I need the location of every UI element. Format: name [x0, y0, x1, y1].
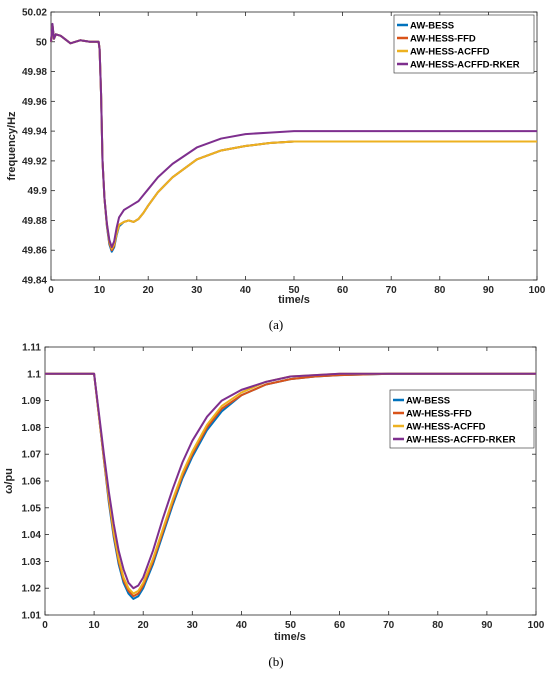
y-tick-label: 50 [36, 37, 48, 48]
y-tick-label: 49.86 [22, 246, 47, 257]
y-tick-label: 1.03 [22, 557, 42, 568]
x-tick-label: 30 [191, 285, 203, 296]
legend-box [389, 389, 535, 449]
x-tick-label: 60 [334, 620, 346, 631]
legend-label: AW-HESS-FFD [406, 409, 472, 420]
legend-label: AW-HESS-FFD [410, 34, 476, 45]
legend-box [393, 14, 535, 74]
x-tick-label: 50 [285, 620, 297, 631]
chart-b: 0 10 20 30 40 50 60 70 80 90 100 1.01 1.02 1.03 1.04 1.… [3, 343, 545, 670]
y-tick-label: 49.98 [22, 67, 47, 78]
chart-b-legend: AW-BESS AW-HESS-FFD AW-HESS-ACFFD AW-HESS-A… [389, 389, 535, 449]
x-tick-label: 40 [240, 285, 252, 296]
x-tick-label: 80 [432, 620, 444, 631]
legend-label: AW-BESS [410, 21, 454, 32]
y-tick-label: 1.09 [22, 396, 42, 407]
chart-a-ticks: 0 10 20 30 40 50 60 70 80 90 100 49.84 49.86 49.88 49.… [22, 8, 546, 297]
x-tick-label: 60 [337, 285, 349, 296]
chart-b-caption: (b) [268, 654, 283, 669]
x-tick-label: 20 [143, 285, 155, 296]
y-tick-label: 49.88 [22, 216, 47, 227]
chart-a-caption: (a) [269, 317, 283, 332]
chart-b-ticks: 0 10 20 30 40 50 60 70 80 90 100 1.01 1.02 1.03 1.04 1.… [22, 343, 545, 632]
x-tick-label: 70 [386, 285, 398, 296]
y-tick-label: 49.9 [28, 186, 48, 197]
y-tick-label: 1.06 [22, 477, 42, 488]
x-tick-label: 40 [236, 620, 248, 631]
x-tick-label: 10 [89, 620, 101, 631]
chart-a: 0 10 20 30 40 50 60 70 80 90 100 49.84 49.86 49.88 49.… [6, 8, 546, 333]
x-tick-label: 50 [288, 285, 300, 296]
legend-label: AW-BESS [406, 396, 450, 407]
y-tick-label: 1.1 [27, 369, 41, 380]
x-tick-label: 100 [528, 620, 545, 631]
y-tick-label: 49.84 [22, 276, 47, 287]
x-tick-label: 0 [42, 620, 48, 631]
legend-label: AW-HESS-ACFFD [406, 422, 486, 433]
y-tick-label: 1.01 [22, 611, 42, 622]
x-tick-label: 80 [434, 285, 446, 296]
chart-b-ylabel: ω/pu [3, 468, 15, 494]
chart-b-series [45, 372, 536, 600]
y-tick-label: 1.11 [22, 343, 41, 354]
chart-a-series [50, 22, 537, 253]
y-tick-label: 1.05 [22, 503, 42, 514]
chart-a-xlabel: time/s [278, 294, 310, 306]
y-tick-label: 1.08 [22, 423, 42, 434]
x-tick-label: 20 [138, 620, 150, 631]
series-line-aw-hess-acffd-rker [50, 22, 537, 249]
legend-label: AW-HESS-ACFFD-RKER [406, 435, 516, 446]
x-tick-label: 90 [481, 620, 493, 631]
y-tick-label: 1.02 [22, 584, 42, 595]
y-tick-label: 49.92 [22, 156, 47, 167]
y-tick-label: 1.04 [22, 530, 42, 541]
x-tick-label: 90 [483, 285, 495, 296]
chart-b-plot-area [44, 346, 537, 616]
series-line-aw-hess-acffd-rker [45, 372, 536, 590]
y-tick-label: 1.07 [22, 450, 42, 461]
y-tick-label: 49.96 [22, 97, 47, 108]
y-tick-label: 50.02 [22, 8, 47, 19]
legend-label: AW-HESS-ACFFD [410, 47, 490, 58]
x-tick-label: 30 [187, 620, 199, 631]
x-tick-label: 0 [48, 285, 54, 296]
chart-a-legend: AW-BESS AW-HESS-FFD AW-HESS-ACFFD AW-HESS-A… [393, 14, 535, 74]
chart-b-xlabel: time/s [274, 631, 306, 643]
x-tick-label: 10 [94, 285, 106, 296]
y-tick-label: 49.94 [22, 127, 47, 138]
x-tick-label: 100 [529, 285, 546, 296]
x-tick-label: 70 [383, 620, 395, 631]
chart-a-ylabel: frequency/Hz [6, 111, 18, 181]
legend-label: AW-HESS-ACFFD-RKER [410, 60, 520, 71]
